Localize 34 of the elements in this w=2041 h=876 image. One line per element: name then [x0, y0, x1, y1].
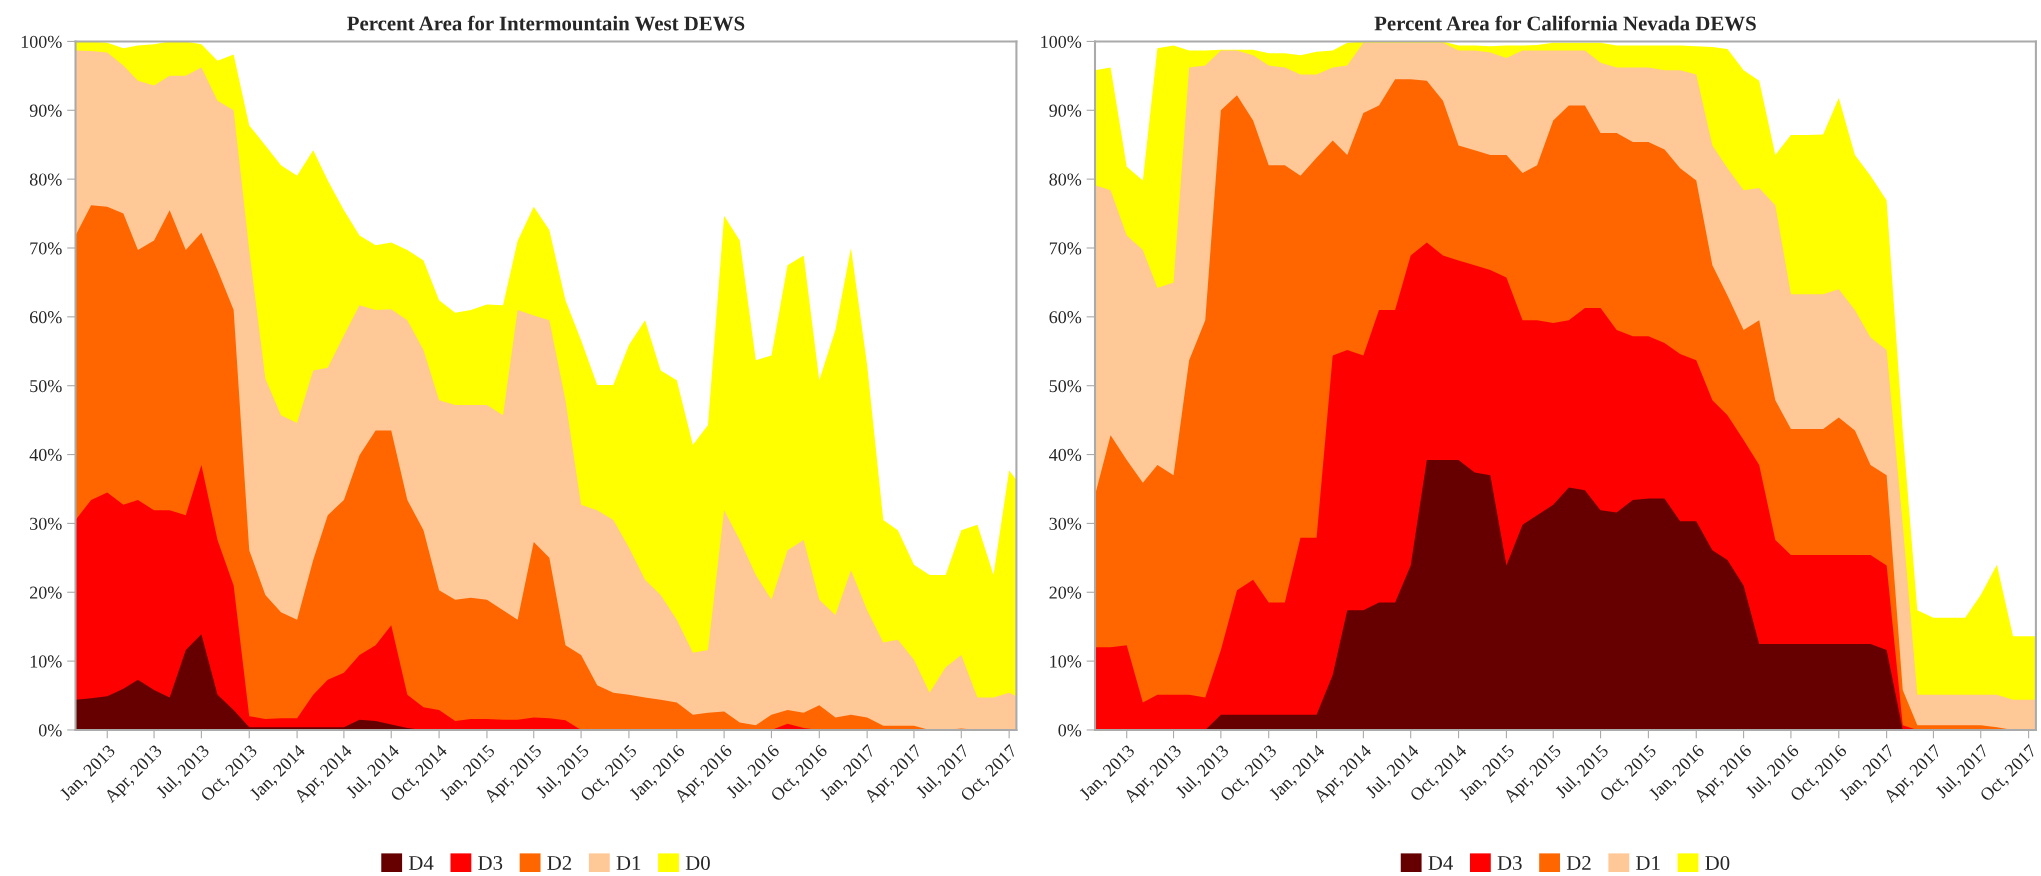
y-tick-label: 40% — [29, 448, 62, 462]
y-tick-label: 20% — [30, 586, 62, 599]
legend-label: D1 — [616, 856, 641, 870]
legend-label: D4 — [1428, 856, 1453, 870]
y-tick-label: 50% — [1049, 379, 1082, 393]
y-tick-label: 60% — [1049, 311, 1082, 324]
y-tick-label: 30% — [30, 517, 62, 530]
y-tick-label: 90% — [1049, 104, 1082, 117]
y-tick-label: 0% — [1058, 724, 1082, 737]
y-tick-label: 40% — [1049, 448, 1082, 462]
chart-title: Percent Area for Intermountain West DEWS — [347, 15, 745, 31]
legend-label: D3 — [1497, 856, 1522, 871]
y-tick-label: 60% — [30, 311, 62, 324]
chart-title: Percent Area for California Nevada DEWS — [1374, 15, 1756, 31]
y-tick-label: 80% — [29, 173, 62, 186]
y-tick-label: 30% — [1049, 517, 1082, 530]
y-tick-label: 80% — [1049, 173, 1082, 186]
legend-label: D0 — [685, 855, 710, 871]
y-tick-label: 70% — [30, 242, 62, 255]
legend-label: D3 — [478, 856, 503, 871]
y-tick-label: 20% — [1049, 586, 1082, 599]
y-tick-label: 10% — [1050, 655, 1082, 668]
legend-label: D1 — [1636, 856, 1660, 870]
legend-label: D0 — [1705, 855, 1730, 871]
y-tick-label: 10% — [30, 655, 62, 668]
y-tick-label: 0% — [38, 724, 62, 737]
y-tick-label: 70% — [1049, 242, 1082, 255]
legend-label: D4 — [408, 856, 434, 870]
legend-label: D2 — [1566, 856, 1591, 870]
y-tick-label: 100% — [21, 35, 62, 48]
legend-label: D2 — [547, 856, 572, 870]
y-tick-label: 100% — [1041, 35, 1082, 48]
y-tick-label: 90% — [29, 104, 62, 117]
y-tick-label: 50% — [30, 379, 62, 393]
